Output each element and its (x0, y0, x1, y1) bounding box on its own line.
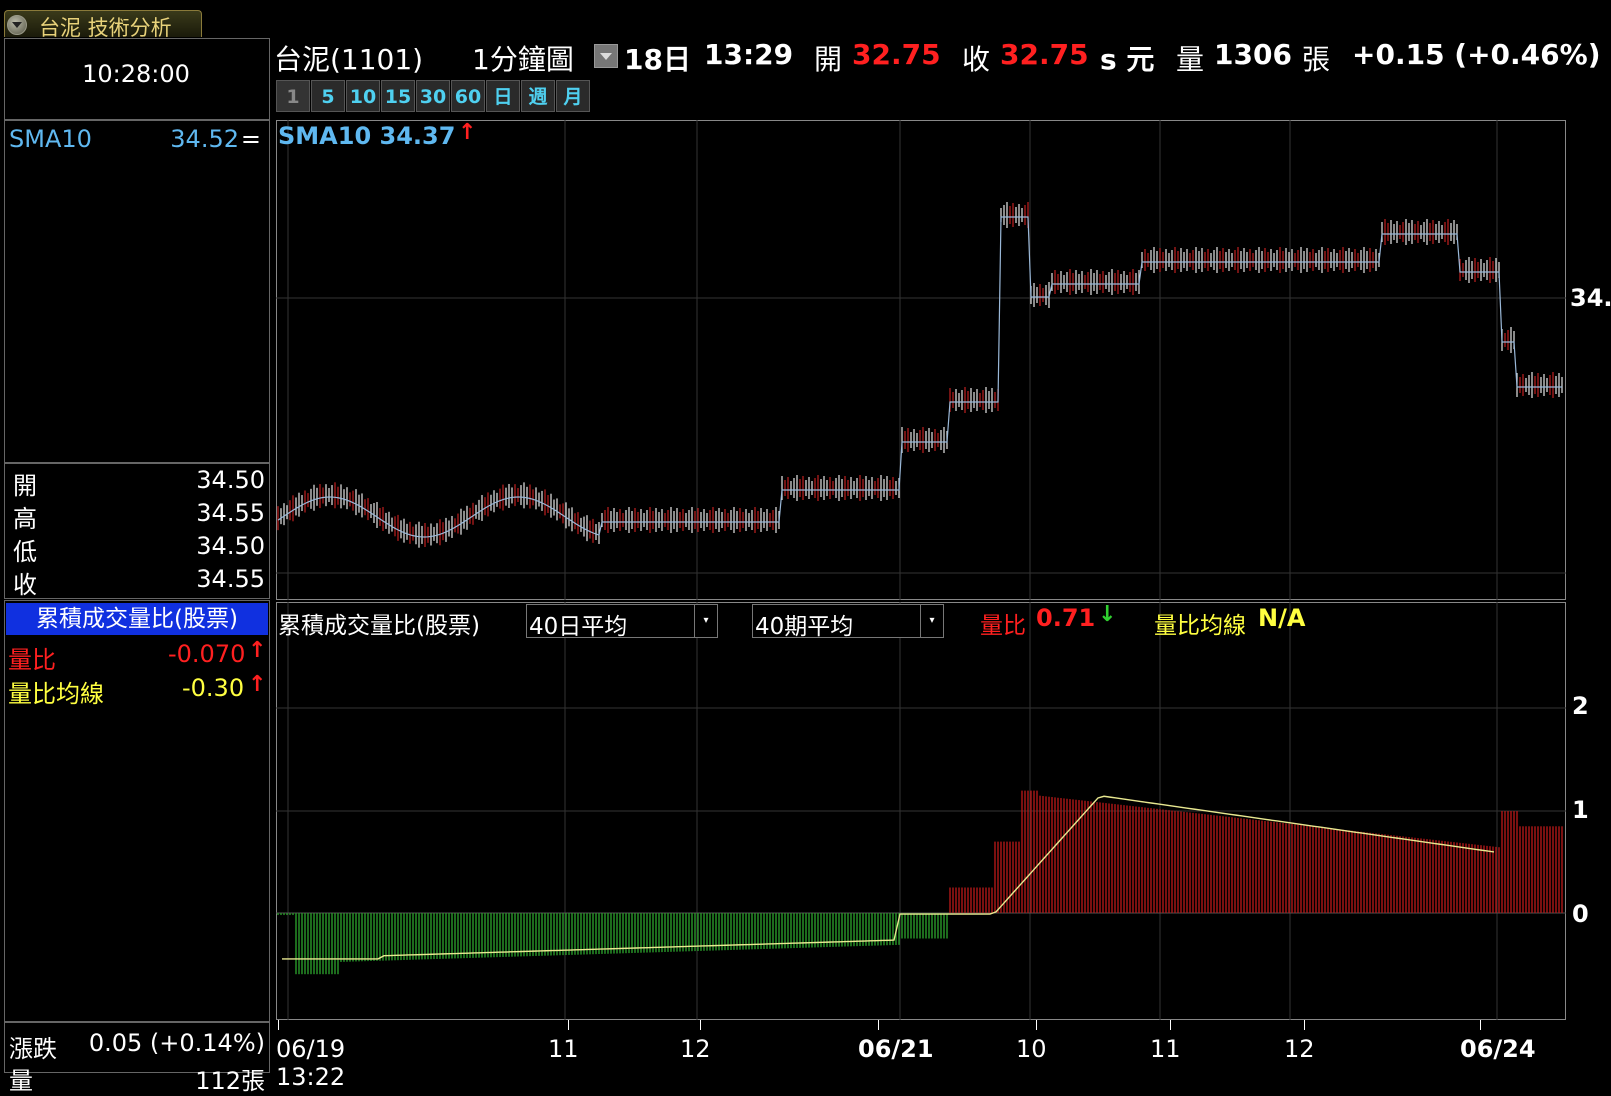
ratio-value: -0.070 (168, 640, 246, 668)
change-value: 0.05 (+0.14%) (88, 1029, 265, 1057)
x-tick-mark (568, 1020, 569, 1030)
unit-label: s 元 (1100, 43, 1155, 76)
price-chart (276, 120, 1566, 600)
date-label: 18日 (624, 43, 691, 76)
x-axis-tick: 10 (1016, 1035, 1047, 1063)
period-button-3[interactable]: 15 (381, 80, 415, 112)
x-tick-mark (700, 1020, 701, 1030)
open-label: 開 (814, 43, 843, 76)
arrow-up-icon: ↑ (458, 120, 477, 145)
window-title-tab[interactable]: 台泥 技術分析 (4, 10, 202, 40)
price-axis-label: 34. (1570, 284, 1611, 312)
period-button-0[interactable]: 1 (276, 80, 310, 112)
chevron-down-icon[interactable]: ▾ (920, 605, 943, 637)
chart-type-label: 1分鐘圖 (472, 43, 574, 76)
ma-chart-label: 量比均線 (1154, 613, 1246, 639)
x-axis-tick: 11 (1150, 1035, 1181, 1063)
ohlc-key: 開 (13, 472, 37, 500)
ratio-chart-label: 量比 (980, 613, 1026, 639)
stock-name[interactable]: 台泥(1101) (274, 43, 424, 76)
x-tick-mark (1036, 1020, 1037, 1030)
clock-display: 10:28:00 (82, 60, 190, 88)
dropdown-value: 40日平均 (529, 614, 628, 640)
time-label: 13:29 (704, 38, 794, 71)
arrow-up-icon: ↑ (248, 638, 267, 663)
open-value: 32.75 (852, 38, 941, 71)
ohlc-value: 34.50 (196, 466, 265, 494)
period-button-6[interactable]: 日 (486, 80, 520, 112)
arrow-up-icon: ↑ (248, 672, 267, 697)
ohlc-key: 收 (13, 571, 37, 599)
change-label: 漲跌 (9, 1035, 57, 1063)
vol-value: 112張 (195, 1067, 265, 1095)
x-axis-tick: 06/19 13:22 (276, 1035, 346, 1091)
ratio-ma-value: -0.30 (182, 674, 245, 702)
ratio-ma-line (282, 795, 1495, 960)
change-header: +0.15 (+0.46%) (1352, 38, 1601, 71)
ohlc-value: 34.55 (196, 499, 265, 527)
period-button-2[interactable]: 10 (346, 80, 380, 112)
ratio-label: 量比 (8, 646, 56, 674)
ohlc-row-close: 收 34.55 (9, 565, 269, 599)
x-axis-tick: 06/21 (858, 1035, 934, 1063)
arrow-down-icon: ↓ (1098, 602, 1117, 627)
x-tick-mark (1170, 1020, 1171, 1030)
dropdown-value: 40期平均 (755, 614, 854, 640)
period-button-5[interactable]: 60 (451, 80, 485, 112)
ohlc-key: 低 (13, 538, 37, 566)
window-title: 台泥 技術分析 (39, 16, 172, 40)
period-button-4[interactable]: 30 (416, 80, 450, 112)
x-axis-tick: 11 (548, 1035, 579, 1063)
y-tick: 2 (1572, 692, 1589, 720)
ratio-ma-label: 量比均線 (8, 680, 104, 708)
close-value: 32.75 (1000, 38, 1089, 71)
indicator-title-selected[interactable]: 累積成交量比(股票) (6, 603, 268, 635)
average-days-dropdown[interactable]: 40日平均 ▾ (526, 604, 718, 640)
vol-label: 量 (9, 1067, 33, 1095)
period-button-7[interactable]: 週 (521, 80, 555, 112)
sma-label: SMA10 (9, 125, 92, 153)
average-period-dropdown[interactable]: 40期平均 ▾ (752, 604, 944, 640)
x-axis-tick: 06/24 (1460, 1035, 1536, 1063)
x-tick-mark (878, 1020, 879, 1030)
ohlc-row-low: 低 34.50 (9, 532, 269, 566)
sma-chart-label: SMA10 34.37 (278, 122, 456, 150)
sma-line (277, 216, 1562, 538)
x-tick-mark (1304, 1020, 1305, 1030)
price-chart-panel[interactable] (276, 120, 1566, 600)
x-axis-tick: 12 (680, 1035, 711, 1063)
chart-type-dropdown-icon[interactable] (594, 44, 618, 68)
menu-dropdown-icon[interactable] (7, 15, 27, 35)
ohlc-value: 34.50 (196, 532, 265, 560)
ohlc-row-open: 開 34.50 (9, 466, 269, 500)
sma-trend-sym: = (240, 125, 261, 153)
ohlc-key: 高 (13, 505, 37, 533)
vol-unit: 張 (1302, 43, 1331, 76)
chevron-down-icon[interactable]: ▾ (694, 605, 717, 637)
ratio-chart-value: 0.71 (1036, 604, 1096, 632)
ohlc-value: 34.55 (196, 565, 265, 593)
vol-header-value: 1306 (1214, 38, 1292, 71)
x-tick-mark (1480, 1020, 1481, 1030)
period-button-8[interactable]: 月 (556, 80, 590, 112)
close-label: 收 (962, 43, 991, 76)
indicator-info-panel (4, 600, 270, 1022)
ma-chart-value: N/A (1258, 604, 1306, 632)
ohlc-panel: 開 34.50 高 34.55 低 34.50 收 34.55 (4, 463, 270, 599)
sma-info-panel: SMA10 34.52 = (4, 120, 270, 463)
x-axis-tick: 12 (1284, 1035, 1315, 1063)
indicator-chart-title: 累積成交量比(股票) (278, 613, 480, 639)
vol-header-label: 量 (1176, 43, 1205, 76)
period-button-1[interactable]: 5 (311, 80, 345, 112)
y-tick: 0 (1572, 900, 1589, 928)
time-box (4, 38, 270, 120)
volume-ratio-chart (276, 602, 1566, 1020)
ohlc-row-high: 高 34.55 (9, 499, 269, 533)
sma-value: 34.52 (170, 125, 239, 153)
x-tick-mark (278, 1020, 279, 1030)
y-tick: 1 (1572, 796, 1589, 824)
change-panel: 漲跌 0.05 (+0.14%) 量 112張 (4, 1022, 270, 1095)
